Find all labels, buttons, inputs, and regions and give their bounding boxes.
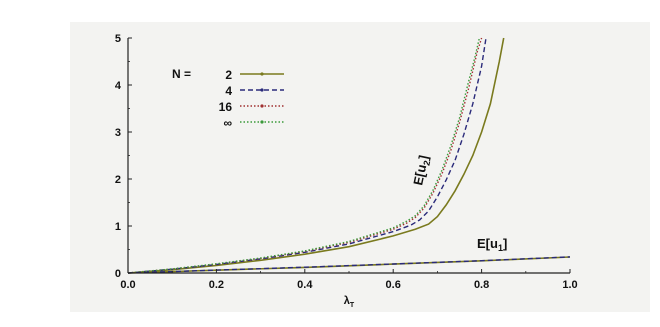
legend-marker bbox=[260, 88, 264, 92]
plot-background bbox=[70, 22, 650, 312]
legend: N = 2 4 16 ∞ bbox=[172, 67, 284, 130]
series-line-eu2-n-2 bbox=[127, 37, 505, 274]
legend-prefix: N = bbox=[172, 67, 191, 81]
legend-marker bbox=[260, 104, 264, 108]
series-line-eu2-n-inf bbox=[127, 37, 481, 274]
series-line-eu1-n-4 bbox=[127, 256, 571, 274]
y-tick-label: 3 bbox=[115, 127, 121, 139]
x-axis-label: λT bbox=[344, 295, 355, 309]
series-line-eu2-n-16 bbox=[127, 37, 483, 274]
x-tick-label: 0.6 bbox=[386, 279, 401, 291]
legend-marker bbox=[260, 120, 264, 124]
x-tick-label: 0.8 bbox=[474, 279, 489, 291]
x-axis-label-sub: T bbox=[350, 302, 355, 309]
y-tick-label: 0 bbox=[115, 268, 121, 280]
legend-label: 2 bbox=[225, 68, 232, 82]
series-line-eu2-n-4 bbox=[127, 37, 487, 274]
x-tick-label: 0.0 bbox=[120, 279, 135, 291]
x-tick-label: 1.0 bbox=[562, 279, 577, 291]
x-axis-label-main: λ bbox=[344, 295, 350, 307]
axes-layer: 0.0 0.2 0.4 0.6 0.8 1.0 0 1 2 3 4 5 bbox=[115, 33, 578, 291]
curves-layer bbox=[127, 37, 571, 274]
y-tick-label: 1 bbox=[115, 221, 121, 233]
legend-marker bbox=[260, 72, 264, 76]
legend-label: ∞ bbox=[223, 116, 232, 130]
legend-label: 16 bbox=[219, 100, 233, 114]
legend-label: 4 bbox=[225, 84, 232, 98]
x-tick-label: 0.4 bbox=[297, 279, 313, 291]
y-tick-label: 4 bbox=[115, 80, 122, 92]
y-tick-label: 2 bbox=[115, 174, 121, 186]
annotation-e-u1: E[u1] bbox=[477, 236, 507, 253]
annotation-e-u2: E[u2] bbox=[410, 154, 433, 187]
y-tick-label: 5 bbox=[115, 33, 121, 45]
annotations-layer: E[u2] E[u1] bbox=[410, 154, 507, 253]
x-tick-label: 0.2 bbox=[209, 279, 224, 291]
